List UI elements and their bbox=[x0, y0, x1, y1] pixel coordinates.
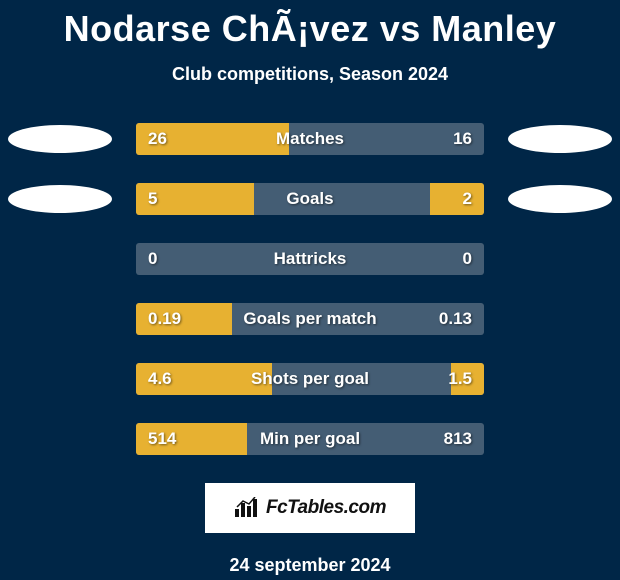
stat-value-right: 16 bbox=[453, 129, 472, 149]
stat-value-right: 2 bbox=[463, 189, 472, 209]
stat-row: 4.6 Shots per goal 1.5 bbox=[0, 363, 620, 395]
stat-value-left: 4.6 bbox=[148, 369, 172, 389]
stat-row: 514 Min per goal 813 bbox=[0, 423, 620, 455]
stat-label: Matches bbox=[276, 129, 344, 149]
stat-value-left: 514 bbox=[148, 429, 176, 449]
stat-bar: 514 Min per goal 813 bbox=[136, 423, 484, 455]
stat-label: Shots per goal bbox=[251, 369, 369, 389]
logo-text: FcTables.com bbox=[266, 497, 386, 519]
stat-label: Goals per match bbox=[243, 309, 376, 329]
stat-value-right: 813 bbox=[444, 429, 472, 449]
logo-box: FcTables.com bbox=[205, 483, 415, 533]
stat-bar: 0 Hattricks 0 bbox=[136, 243, 484, 275]
stat-value-right: 1.5 bbox=[448, 369, 472, 389]
comparison-chart: 26 Matches 16 5 Goals 2 0 Hattricks 0 0.19 Goals p… bbox=[0, 123, 620, 455]
date-label: 24 september 2024 bbox=[0, 555, 620, 576]
stat-row: 5 Goals 2 bbox=[0, 183, 620, 215]
stat-value-left: 26 bbox=[148, 129, 167, 149]
bar-fill-right bbox=[430, 183, 484, 215]
stat-value-left: 5 bbox=[148, 189, 157, 209]
subtitle: Club competitions, Season 2024 bbox=[0, 64, 620, 85]
stat-row: 0.19 Goals per match 0.13 bbox=[0, 303, 620, 335]
stat-bar: 0.19 Goals per match 0.13 bbox=[136, 303, 484, 335]
player-marker-right bbox=[508, 185, 612, 213]
stat-value-right: 0.13 bbox=[439, 309, 472, 329]
stat-value-left: 0 bbox=[148, 249, 157, 269]
player-marker-right bbox=[508, 125, 612, 153]
stat-label: Goals bbox=[286, 189, 333, 209]
chart-icon bbox=[234, 497, 260, 519]
stat-value-right: 0 bbox=[463, 249, 472, 269]
page-title: Nodarse ChÃ¡vez vs Manley bbox=[0, 0, 620, 50]
stat-row: 0 Hattricks 0 bbox=[0, 243, 620, 275]
stat-bar: 26 Matches 16 bbox=[136, 123, 484, 155]
stat-bar: 5 Goals 2 bbox=[136, 183, 484, 215]
stat-label: Hattricks bbox=[274, 249, 347, 269]
stat-row: 26 Matches 16 bbox=[0, 123, 620, 155]
player-marker-left bbox=[8, 125, 112, 153]
stat-bar: 4.6 Shots per goal 1.5 bbox=[136, 363, 484, 395]
stat-value-left: 0.19 bbox=[148, 309, 181, 329]
player-marker-left bbox=[8, 185, 112, 213]
stat-label: Min per goal bbox=[260, 429, 360, 449]
